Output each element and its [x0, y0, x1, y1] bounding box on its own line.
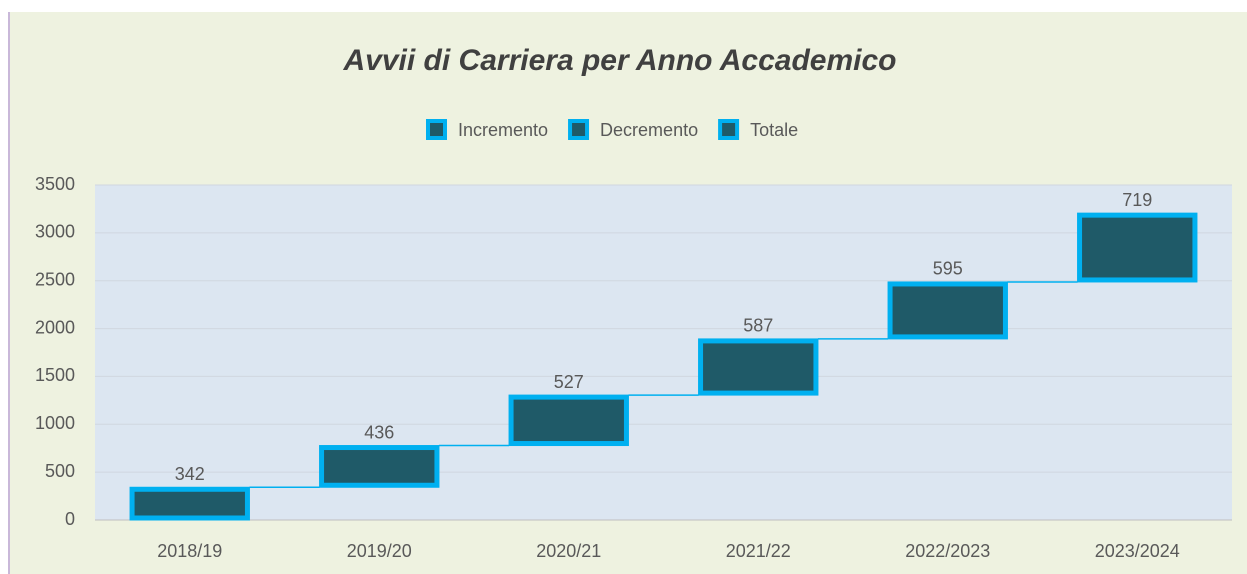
legend-label: Totale [750, 120, 798, 140]
x-tick-label: 2022/2023 [905, 541, 990, 561]
legend-label: Decremento [600, 120, 698, 140]
y-tick-label: 1000 [35, 413, 75, 433]
bar [698, 338, 819, 396]
x-tick-label: 2020/21 [536, 541, 601, 561]
data-label: 527 [554, 372, 584, 392]
legend-marker [426, 119, 447, 140]
plot-area [95, 185, 1232, 520]
y-tick-label: 2500 [35, 269, 75, 289]
x-tick-label: 2018/19 [157, 541, 222, 561]
y-tick-label: 500 [45, 461, 75, 481]
x-tick-label: 2019/20 [347, 541, 412, 561]
y-tick-label: 2000 [35, 317, 75, 337]
legend-label: Incremento [458, 120, 548, 140]
data-label: 587 [743, 316, 773, 336]
bar [1077, 212, 1198, 283]
legend: Incremento Decremento Totale [426, 119, 798, 140]
x-tick-label: 2021/22 [726, 541, 791, 561]
legend-marker [718, 119, 740, 140]
y-tick-label: 1500 [35, 365, 75, 385]
x-tick-label: 2023/2024 [1095, 541, 1180, 561]
bar [887, 281, 1008, 340]
legend-marker [568, 119, 590, 140]
bar [508, 394, 629, 447]
data-label: 342 [175, 464, 205, 484]
y-tick-label: 3000 [35, 222, 75, 242]
y-tick-label: 0 [65, 509, 75, 529]
data-label: 719 [1122, 190, 1152, 210]
bar [319, 445, 440, 488]
chart-title: Avvii di Carriera per Anno Accademico [343, 44, 897, 77]
bar [129, 486, 250, 521]
data-label: 436 [364, 422, 394, 442]
y-tick-label: 3500 [35, 174, 75, 194]
data-label: 595 [933, 259, 963, 279]
